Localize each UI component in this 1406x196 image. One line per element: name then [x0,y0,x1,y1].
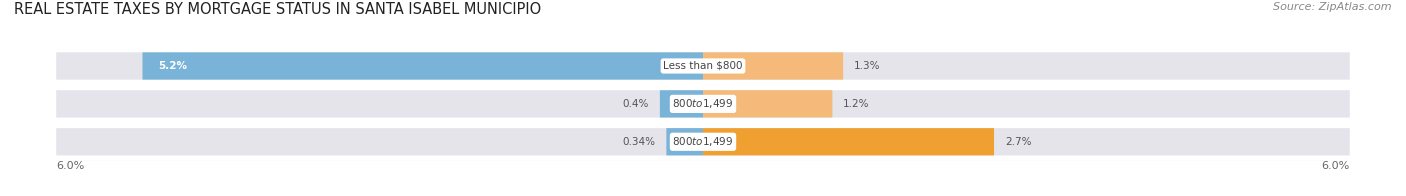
Text: 0.34%: 0.34% [623,137,655,147]
Text: $800 to $1,499: $800 to $1,499 [672,135,734,148]
Text: Less than $800: Less than $800 [664,61,742,71]
FancyBboxPatch shape [56,90,1350,118]
Text: 0.4%: 0.4% [623,99,650,109]
FancyBboxPatch shape [666,128,703,155]
FancyBboxPatch shape [703,128,994,155]
Text: 6.0%: 6.0% [56,161,84,171]
Text: $800 to $1,499: $800 to $1,499 [672,97,734,110]
Text: REAL ESTATE TAXES BY MORTGAGE STATUS IN SANTA ISABEL MUNICIPIO: REAL ESTATE TAXES BY MORTGAGE STATUS IN … [14,2,541,17]
FancyBboxPatch shape [142,52,703,80]
Text: 6.0%: 6.0% [1322,161,1350,171]
FancyBboxPatch shape [703,52,844,80]
FancyBboxPatch shape [703,90,832,118]
Text: 1.3%: 1.3% [853,61,880,71]
Text: 2.7%: 2.7% [1005,137,1032,147]
Text: 1.2%: 1.2% [844,99,870,109]
FancyBboxPatch shape [56,128,1350,155]
Text: Source: ZipAtlas.com: Source: ZipAtlas.com [1274,2,1392,12]
Text: 5.2%: 5.2% [159,61,187,71]
FancyBboxPatch shape [56,52,1350,80]
FancyBboxPatch shape [659,90,703,118]
